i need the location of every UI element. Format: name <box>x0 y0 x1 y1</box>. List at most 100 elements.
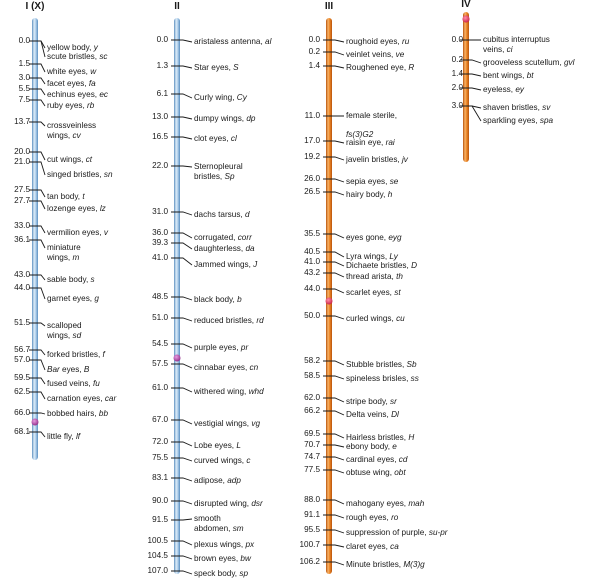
gene-symbol: b <box>237 295 242 304</box>
gene-name: eyes gone, <box>346 233 389 242</box>
gene-label: fused veins, fu <box>47 379 100 389</box>
gene-name: Jammed wings, <box>194 260 254 269</box>
map-position: 104.5 <box>147 551 169 560</box>
gene-symbol: se <box>389 177 399 186</box>
chromosome-iv-title: IV <box>461 0 471 10</box>
gene-label: lozenge eyes, lz <box>47 204 106 214</box>
gene-name: crossveinless <box>47 121 97 130</box>
gene-symbol: adp <box>227 476 241 485</box>
map-position: 77.5 <box>304 465 320 474</box>
gene-name: thread arista, <box>346 272 397 281</box>
gene-label: sparkling eyes, spa <box>483 116 553 126</box>
gene-name: scute bristles, <box>47 52 100 61</box>
gene-label: aristaless antenna, al <box>194 37 271 47</box>
gene-name: singed bristles, <box>47 170 104 179</box>
gene-name: veinlet veins, <box>346 50 396 59</box>
gene-symbol: jv <box>401 155 408 164</box>
gene-tick <box>323 433 345 439</box>
gene-name: purple eyes, <box>194 343 241 352</box>
gene-tick <box>171 257 193 266</box>
gene-tick <box>171 570 193 575</box>
map-position: 62.5 <box>14 387 30 396</box>
gene-symbol: Dl <box>391 410 399 419</box>
gene-symbol: car <box>104 394 117 403</box>
gene-name: hairy body, <box>346 190 388 199</box>
gene-symbol: ru <box>402 37 410 46</box>
gene-label: claret eyes, ca <box>346 542 399 552</box>
gene-name: carnation eyes, <box>47 394 105 403</box>
gene-name: forked bristles, <box>47 350 103 359</box>
gene-tick <box>29 99 46 107</box>
gene-label: ruby eyes, rb <box>47 101 94 111</box>
gene-name: sepia eyes, <box>346 177 390 186</box>
gene-label: Star eyes, S <box>194 63 239 73</box>
gene-label: vestigial wings, vg <box>194 419 260 429</box>
gene-label: Minute bristles, M(3)g <box>346 560 425 570</box>
map-position: 68.1 <box>14 427 30 436</box>
gene-tick <box>29 151 46 161</box>
gene-label: plexus wings, px <box>194 540 254 550</box>
gene-label: Stubble bristles, Sb <box>346 360 417 370</box>
map-position: 41.0 <box>304 257 320 266</box>
gene-label: vermilion eyes, v <box>47 228 108 238</box>
gene-label: tan body, t <box>47 192 85 202</box>
map-position: 100.5 <box>147 536 169 545</box>
map-position: 11.0 <box>304 111 320 120</box>
gene-name: dumpy wings, <box>194 114 247 123</box>
gene-symbol: cl <box>230 134 237 143</box>
gene-symbol: obt <box>394 468 406 477</box>
gene-tick <box>323 315 345 320</box>
chromosome-ii-title: II <box>174 1 180 12</box>
gene-label: curved wings, c <box>194 456 250 466</box>
gene-symbol: Sb <box>406 360 417 369</box>
map-position: 36.0 <box>152 228 168 237</box>
gene-symbol: fu <box>92 379 100 388</box>
gene-label: Lyra wings, Ly <box>346 252 398 262</box>
gene-name: javelin bristles, <box>346 155 402 164</box>
gene-tick <box>323 251 345 258</box>
gene-symbol: e <box>392 442 397 451</box>
map-position: 27.5 <box>14 185 30 194</box>
gene-name: spineless brisles, <box>346 374 411 383</box>
gene-tick <box>171 457 193 462</box>
gene-name: bobbed hairs, <box>47 409 99 418</box>
gene-tick <box>323 156 345 161</box>
gene-label: cardinal eyes, cd <box>346 455 407 465</box>
gene-symbol: spa <box>539 116 554 125</box>
map-position: 44.0 <box>304 284 320 293</box>
gene-label: bobbed hairs, bb <box>47 409 108 419</box>
gene-name: mahogany eyes, <box>346 499 409 508</box>
gene-name: withered wing, <box>194 387 249 396</box>
gene-name: cardinal eyes, <box>346 455 399 464</box>
gene-label: withered wing, whd <box>194 387 264 397</box>
gene-name: obtuse wing, <box>346 468 395 477</box>
gene-tick <box>460 59 482 64</box>
gene-label: Bar eyes, B <box>47 365 89 375</box>
gene-name: raisin eye, <box>346 138 386 147</box>
gene-label: curled wings, cu <box>346 314 405 324</box>
gene-name: aristaless antenna, <box>194 37 266 46</box>
gene-symbol: h <box>387 190 393 199</box>
gene-tick <box>171 211 193 216</box>
gene-tick <box>323 233 345 239</box>
gene-tick <box>323 272 345 278</box>
gene-label: raisin eye, rai <box>346 138 395 148</box>
map-position: 61.0 <box>152 383 168 392</box>
gene-label: bent wings, bt <box>483 71 534 81</box>
gene-tick <box>29 359 46 371</box>
gene-symbol: bw <box>240 554 251 563</box>
gene-name: garnet eyes, <box>47 294 95 303</box>
gene-symbol: sd <box>72 330 82 340</box>
gene-label: scalloped wings, sd <box>47 321 82 340</box>
gene-name: little fly, <box>47 432 76 441</box>
map-position: 41.0 <box>152 253 168 262</box>
map-position: 43.0 <box>14 270 30 279</box>
gene-label: cut wings, ct <box>47 155 92 165</box>
gene-name: claret eyes, <box>346 542 391 551</box>
gene-tick <box>323 65 345 69</box>
gene-name: disrupted wing, <box>194 499 252 508</box>
gene-symbol: sr <box>390 397 397 406</box>
gene-symbol: vg <box>251 419 260 428</box>
gene-label: echinus eyes, ec <box>47 90 108 100</box>
gene-name: sable body, <box>47 275 91 284</box>
